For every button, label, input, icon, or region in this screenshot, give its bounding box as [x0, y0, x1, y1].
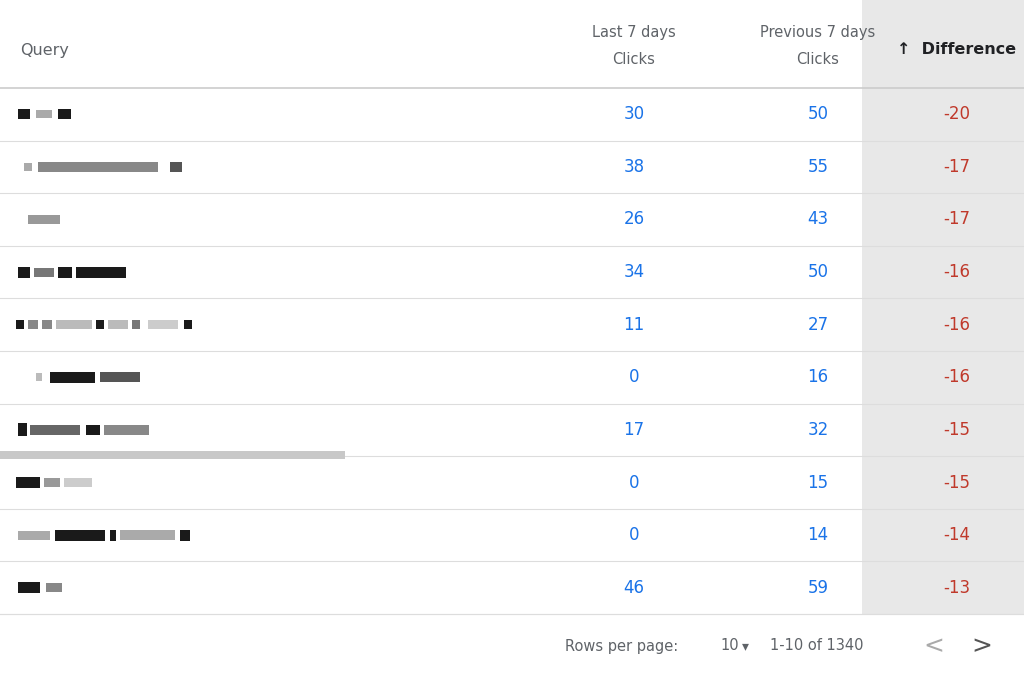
- Text: Query: Query: [20, 43, 69, 58]
- Bar: [100, 372, 140, 382]
- Text: 32: 32: [807, 421, 828, 439]
- Bar: [104, 425, 150, 435]
- Bar: [28, 320, 38, 330]
- Bar: [38, 162, 158, 172]
- Bar: [55, 530, 105, 540]
- Text: <: <: [924, 634, 944, 658]
- Bar: [120, 530, 175, 540]
- Bar: [28, 215, 60, 224]
- Bar: [148, 320, 178, 330]
- Bar: [18, 109, 30, 119]
- Text: 17: 17: [624, 421, 644, 439]
- Bar: [18, 582, 40, 593]
- Bar: [36, 374, 42, 381]
- Text: -17: -17: [943, 158, 971, 176]
- Bar: [34, 268, 54, 277]
- Text: 11: 11: [624, 316, 645, 334]
- Text: 10: 10: [720, 639, 738, 654]
- Text: -17: -17: [943, 210, 971, 228]
- Text: 15: 15: [808, 473, 828, 492]
- Text: 16: 16: [808, 368, 828, 386]
- Text: Previous 7 days: Previous 7 days: [761, 26, 876, 41]
- Bar: [86, 425, 100, 435]
- Bar: [16, 320, 24, 330]
- Bar: [108, 320, 128, 330]
- Bar: [58, 266, 72, 277]
- Bar: [184, 320, 193, 330]
- Bar: [180, 530, 190, 540]
- Text: -16: -16: [943, 368, 971, 386]
- Bar: [44, 478, 60, 487]
- Text: 46: 46: [624, 579, 644, 597]
- Text: 34: 34: [624, 263, 644, 281]
- Text: Clicks: Clicks: [797, 52, 840, 68]
- Text: -15: -15: [943, 421, 971, 439]
- Bar: [56, 320, 92, 330]
- Bar: [16, 477, 40, 488]
- Bar: [18, 266, 30, 277]
- Text: -13: -13: [943, 579, 971, 597]
- Bar: [18, 531, 50, 540]
- Text: -16: -16: [943, 316, 971, 334]
- Text: 26: 26: [624, 210, 644, 228]
- Bar: [46, 583, 62, 592]
- Text: 59: 59: [808, 579, 828, 597]
- Text: 0: 0: [629, 473, 639, 492]
- Text: 38: 38: [624, 158, 644, 176]
- Bar: [24, 163, 32, 171]
- Text: >: >: [972, 634, 992, 658]
- Bar: [132, 320, 140, 330]
- Text: Clicks: Clicks: [612, 52, 655, 68]
- Bar: [170, 162, 182, 172]
- Bar: [76, 266, 126, 277]
- Text: 27: 27: [808, 316, 828, 334]
- Text: 0: 0: [629, 368, 639, 386]
- Text: 50: 50: [808, 263, 828, 281]
- Text: ↑  Difference: ↑ Difference: [897, 43, 1017, 58]
- Bar: [18, 423, 27, 437]
- Text: 55: 55: [808, 158, 828, 176]
- Text: 14: 14: [808, 526, 828, 544]
- Bar: [110, 530, 116, 540]
- Text: 1-10 of 1340: 1-10 of 1340: [770, 639, 863, 654]
- Text: -16: -16: [943, 263, 971, 281]
- Bar: [42, 320, 52, 330]
- Text: Last 7 days: Last 7 days: [592, 26, 676, 41]
- Bar: [30, 425, 80, 435]
- Bar: [96, 320, 104, 330]
- Bar: [862, 0, 1024, 614]
- Text: 0: 0: [629, 526, 639, 544]
- Text: 30: 30: [624, 105, 644, 123]
- Text: 50: 50: [808, 105, 828, 123]
- Bar: [58, 109, 71, 119]
- Bar: [0, 451, 345, 459]
- Text: -14: -14: [943, 526, 971, 544]
- Text: -15: -15: [943, 473, 971, 492]
- Text: 43: 43: [808, 210, 828, 228]
- Text: -20: -20: [943, 105, 971, 123]
- Bar: [63, 478, 92, 487]
- Text: ▾: ▾: [742, 639, 749, 653]
- Text: Rows per page:: Rows per page:: [565, 639, 678, 654]
- Bar: [36, 111, 52, 118]
- Bar: [50, 372, 95, 383]
